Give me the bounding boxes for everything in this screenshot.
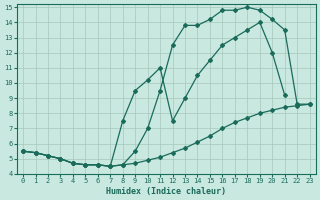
X-axis label: Humidex (Indice chaleur): Humidex (Indice chaleur) [106, 187, 226, 196]
